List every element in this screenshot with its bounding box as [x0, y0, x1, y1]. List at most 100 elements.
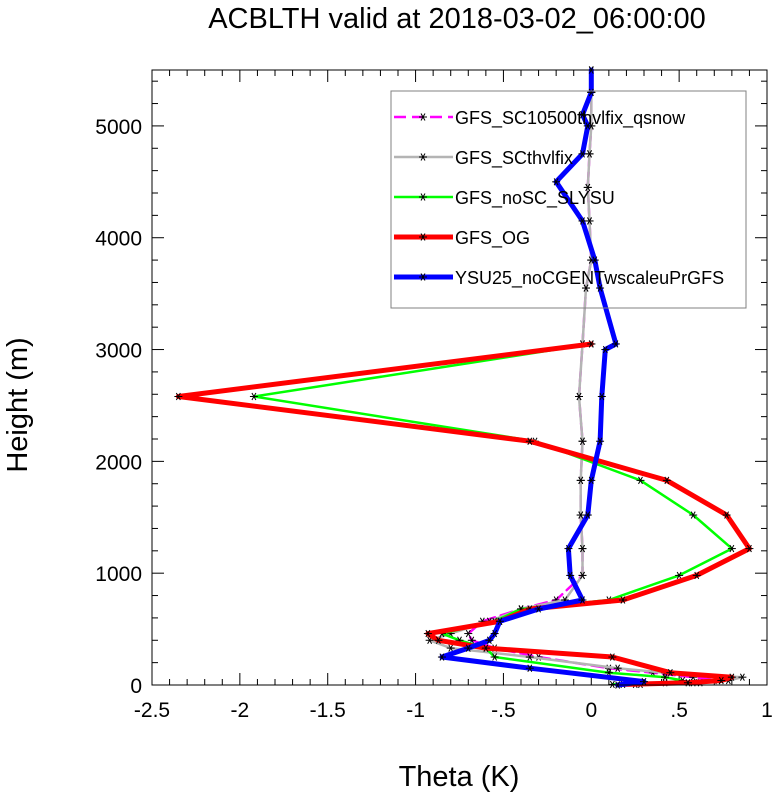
- plot-series: [174, 66, 754, 689]
- series-point: [596, 437, 605, 445]
- series-point: [717, 676, 726, 685]
- series-point: [525, 653, 534, 661]
- series-point: [611, 340, 620, 348]
- series-point: [578, 150, 587, 158]
- y-tick-label: 1000: [95, 563, 142, 586]
- series-point: [564, 544, 573, 553]
- series-point: [608, 680, 617, 689]
- series-point: [578, 217, 587, 225]
- series-point: [583, 122, 592, 130]
- series-point: [464, 644, 473, 652]
- x-tick-label: .5: [670, 699, 688, 722]
- x-tick-label: 1: [761, 699, 773, 722]
- series-point: [596, 284, 605, 292]
- x-tick-label: -.5: [491, 699, 516, 722]
- y-tick-label: 4000: [95, 228, 142, 251]
- series-point: [585, 150, 594, 158]
- legend-marker: [419, 153, 427, 161]
- legend-label: GFS_SCthvlfix: [455, 148, 573, 169]
- series-point: [597, 392, 606, 401]
- y-tick-label: 5000: [95, 116, 142, 139]
- legend-label: GFS_OG: [455, 228, 530, 249]
- series-point: [613, 664, 622, 672]
- x-tick-label: -2.5: [134, 699, 170, 722]
- series-point: [666, 668, 675, 677]
- series-point: [675, 571, 684, 580]
- series-point: [481, 644, 490, 652]
- plot-frame: [151, 69, 768, 686]
- series-point: [578, 111, 587, 119]
- chart-title: ACBLTH valid at 2018-03-02_06:00:00: [208, 3, 706, 35]
- series-point: [585, 217, 594, 225]
- series-point: [578, 544, 587, 553]
- legend: GFS_SC10500thvlfix_qsnow GFS_SCthvlfix GFS…: [390, 90, 747, 309]
- legend-marker: [419, 193, 427, 201]
- series-point: [464, 629, 473, 638]
- series-point: [636, 476, 645, 485]
- series-point: [576, 476, 585, 485]
- legend-item: GFS_OG: [394, 228, 530, 249]
- series-point: [174, 392, 183, 401]
- series-line: [428, 68, 744, 686]
- series-point: [534, 605, 543, 613]
- legend-item: GFS_noSC_SLYSU: [394, 188, 615, 209]
- series-point: [662, 476, 671, 485]
- series-point: [434, 636, 443, 644]
- series-point: [495, 617, 504, 625]
- series-point: [587, 476, 596, 485]
- legend-box: [390, 90, 747, 309]
- legend-label: GFS_noSC_SLYSU: [455, 188, 615, 209]
- series-point: [608, 653, 617, 661]
- series-point: [490, 629, 499, 638]
- series-point: [587, 340, 596, 348]
- series-point: [689, 511, 698, 519]
- series-point: [574, 392, 583, 401]
- series-point: [618, 596, 627, 604]
- series-point: [745, 544, 754, 553]
- series-point: [640, 677, 648, 686]
- legend-item: GFS_SC10500thvlfix_qsnow: [394, 108, 686, 129]
- series-point: [582, 284, 591, 292]
- series-point: [661, 673, 670, 681]
- series-point: [525, 437, 534, 445]
- series-point: [576, 511, 585, 519]
- x-axis-label: Theta (K): [399, 761, 520, 793]
- series-point: [578, 571, 587, 580]
- legend-marker: [419, 113, 427, 121]
- series-point: [692, 571, 701, 580]
- axis-ticks: [151, 70, 768, 686]
- series-point: [727, 673, 736, 681]
- series-point: [566, 571, 575, 580]
- series-point: [552, 178, 561, 186]
- series-point: [738, 673, 747, 681]
- series-point: [446, 644, 455, 652]
- y-tick-label: 0: [130, 675, 142, 698]
- series-point: [583, 183, 592, 192]
- series-point: [578, 437, 587, 445]
- series-point: [587, 88, 596, 97]
- legend-item: YSU25_noCGENTwscaleuPrGFS: [394, 268, 724, 289]
- series-point: [490, 653, 499, 661]
- y-tick-label: 3000: [95, 340, 142, 363]
- series-5: [437, 66, 648, 689]
- series-point: [578, 596, 587, 604]
- series-point: [437, 653, 446, 661]
- series-point: [601, 345, 610, 354]
- series-2: [425, 66, 747, 689]
- legend-label: GFS_SC10500thvlfix_qsnow: [455, 108, 686, 129]
- y-tick-label: 2000: [95, 451, 142, 474]
- x-tick-label: -1: [406, 699, 425, 722]
- series-point: [722, 511, 731, 519]
- x-tick-label: 0: [585, 699, 597, 722]
- x-tick-label: -2: [231, 699, 250, 722]
- x-tick-label: -1.5: [310, 699, 346, 722]
- legend-label: YSU25_noCGENTwscaleuPrGFS: [455, 268, 724, 289]
- series-point: [590, 256, 599, 264]
- legend-marker: [419, 233, 427, 241]
- series-point: [525, 664, 534, 672]
- legend-marker: [419, 273, 427, 281]
- series-point: [727, 544, 736, 553]
- series-point: [423, 629, 432, 638]
- series-point: [583, 511, 592, 519]
